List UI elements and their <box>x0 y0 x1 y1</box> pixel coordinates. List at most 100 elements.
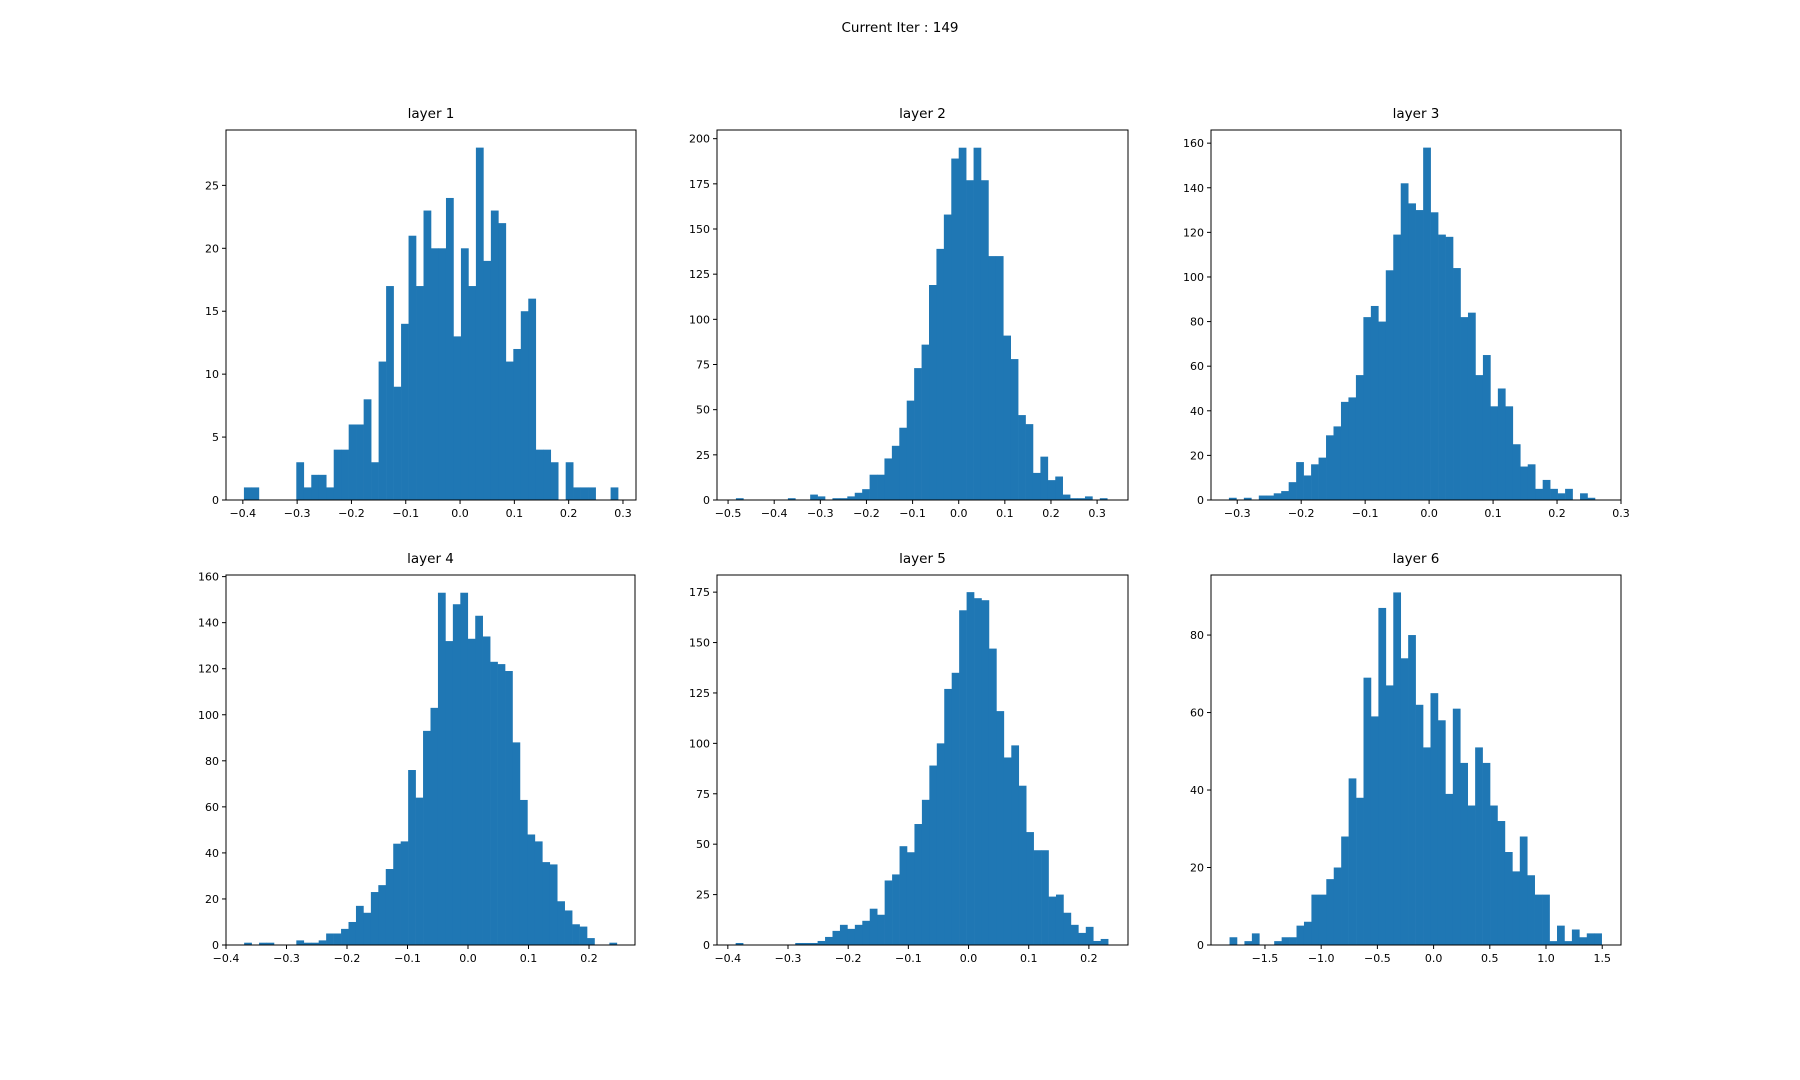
x-tick-label: −1.5 <box>1252 952 1279 965</box>
x-tick-label: 0.0 <box>451 507 469 520</box>
histogram-bar <box>1430 693 1439 945</box>
histogram-bar <box>1535 488 1543 500</box>
histogram-bar <box>966 180 974 500</box>
histogram-bar <box>921 799 930 945</box>
histogram-bar <box>1078 932 1087 945</box>
histogram-bar <box>1378 321 1387 500</box>
histogram-bar <box>497 664 506 945</box>
histogram-bar <box>951 158 960 500</box>
histogram-bar <box>1579 937 1588 945</box>
figure-suptitle: Current Iter : 149 <box>841 20 959 36</box>
histogram-bar <box>847 496 856 500</box>
histogram-bar <box>259 942 267 945</box>
histogram-bar <box>565 462 574 500</box>
histogram-bar <box>899 846 908 945</box>
histogram-bar <box>981 600 990 945</box>
histogram-bar <box>482 636 491 945</box>
subplot-layer-3: layer 3 −0.3 −0.2 −0.1 0.0 0.1 0.2 0.3 0 20 40 60 8… <box>1183 106 1630 520</box>
histogram-bar <box>452 604 461 945</box>
histogram-bar <box>1032 472 1041 500</box>
histogram-bar <box>1586 933 1595 945</box>
histogram-bar <box>1047 480 1056 500</box>
x-tick-label: 0.3 <box>614 507 632 520</box>
y-tick-label: 160 <box>198 571 219 584</box>
histogram-bar <box>557 901 565 945</box>
histogram-bars <box>1228 147 1596 500</box>
histogram-bar <box>995 256 1004 500</box>
histogram-bar <box>610 487 619 500</box>
histogram-bar <box>884 458 893 500</box>
histogram-bar <box>1527 875 1535 945</box>
histogram-bar <box>572 924 580 945</box>
y-tick-label: 100 <box>1183 271 1204 284</box>
y-tick-label: 25 <box>696 889 710 902</box>
histogram-bar <box>1423 147 1431 500</box>
x-tick-label: −0.3 <box>273 952 300 965</box>
histogram-bar <box>243 487 252 500</box>
histogram-bar <box>1437 720 1446 945</box>
histogram-bar <box>1077 498 1086 500</box>
histogram-bar <box>542 862 551 945</box>
x-tick-label: 0.0 <box>1420 507 1438 520</box>
histogram-bar <box>333 449 342 500</box>
histogram-bar <box>370 892 379 945</box>
histogram-bar <box>1229 937 1238 945</box>
histogram-bar <box>415 797 424 945</box>
histogram-bar <box>573 487 581 500</box>
histogram-bar <box>587 938 595 945</box>
x-tick-label: 0.2 <box>1080 952 1098 965</box>
axes-frame <box>1210 129 1622 501</box>
histogram-bar <box>884 880 893 945</box>
histogram-bar <box>1460 762 1469 945</box>
histogram-bar <box>1363 677 1372 945</box>
x-tick-label: −1.0 <box>1308 952 1335 965</box>
histogram-bar <box>1415 210 1424 500</box>
histogram-bar <box>505 671 513 945</box>
histogram-bar <box>1482 355 1491 500</box>
x-tick-label: −0.4 <box>714 952 741 965</box>
subplot-layer-6: layer 6 −1.5 −1.0 −0.5 0.0 0.5 1.0 1.5 0 20 40 60 8… <box>1190 551 1622 965</box>
histogram-bar <box>460 248 469 500</box>
histogram-bar <box>318 474 327 500</box>
histogram-bar <box>1348 397 1357 500</box>
y-tick-label: 5 <box>212 431 219 444</box>
histogram-bar <box>1296 462 1304 500</box>
histogram-bar <box>817 496 826 500</box>
histogram-bar <box>423 730 431 945</box>
histogram-bar <box>483 260 492 500</box>
histogram-bar <box>527 834 536 945</box>
histogram-plot: −0.4 −0.3 −0.2 −0.1 0.0 0.1 0.2 0 25 50 75 100 125 15… <box>689 574 1129 965</box>
y-tick-label: 120 <box>1183 226 1204 239</box>
histogram-bar <box>400 841 409 945</box>
x-tick-label: 0.3 <box>1612 507 1630 520</box>
histogram-bar <box>1055 894 1064 945</box>
histogram-bar <box>1289 937 1297 945</box>
y-tick-label: 160 <box>1183 137 1204 150</box>
histogram-bar <box>936 743 945 945</box>
histogram-bar <box>914 368 922 500</box>
histogram-bar <box>1460 317 1469 500</box>
histogram-bar <box>996 711 1005 945</box>
histogram-bar <box>1326 879 1335 945</box>
y-tick-label: 0 <box>703 939 710 952</box>
histogram-bar <box>423 210 432 500</box>
x-tick-label: −0.4 <box>761 507 788 520</box>
histogram-bar <box>1467 805 1476 945</box>
histogram-bar <box>980 180 989 500</box>
histogram-bar <box>1010 359 1019 500</box>
histogram-bar <box>580 487 589 500</box>
histogram-bar <box>1318 457 1327 500</box>
histogram-bar <box>862 489 870 500</box>
histogram-bar <box>408 235 417 500</box>
histogram-bar <box>498 223 507 500</box>
y-tick-label: 150 <box>689 223 710 236</box>
histogram-bar <box>1100 938 1109 945</box>
histogram-bar <box>549 864 558 945</box>
histogram-bar <box>929 765 938 945</box>
histogram-bar <box>735 498 744 500</box>
subplot-layer-4: layer 4 −0.4 −0.3 −0.2 −0.1 0.0 0.1 0.2 0 20 40 60… <box>198 551 636 965</box>
histogram-bar <box>1033 850 1042 945</box>
y-tick-label: 0 <box>703 494 710 507</box>
histogram-bar <box>1557 925 1565 945</box>
x-tick-label: 0.2 <box>1042 507 1060 520</box>
